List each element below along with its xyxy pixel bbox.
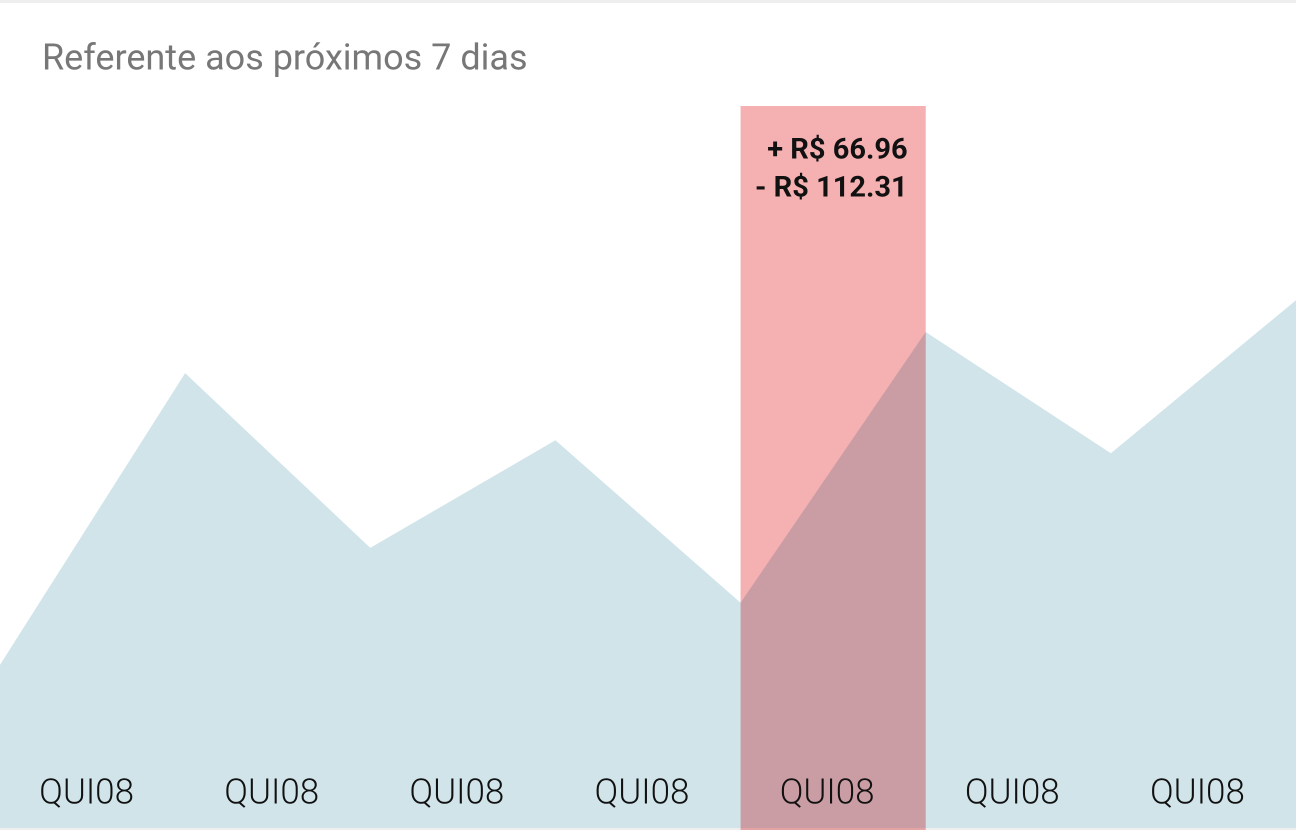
chart-title: Referente aos próximos 7 dias xyxy=(42,37,528,79)
x-tick-label: QUI08 xyxy=(780,771,875,812)
x-tick-label: QUI08 xyxy=(409,771,504,812)
top-border xyxy=(0,0,1296,3)
x-tick-label: QUI08 xyxy=(595,771,690,812)
highlight-label: - R$ 112.31 xyxy=(755,171,908,205)
x-tick-label: QUI08 xyxy=(1150,771,1245,812)
highlight-label: + R$ 66.96 xyxy=(767,133,907,167)
x-tick-label: QUI08 xyxy=(39,771,134,812)
x-tick-label: QUI08 xyxy=(965,771,1060,812)
area xyxy=(0,300,1296,828)
x-tick-label: QUI08 xyxy=(224,771,319,812)
highlight-band xyxy=(740,106,926,830)
